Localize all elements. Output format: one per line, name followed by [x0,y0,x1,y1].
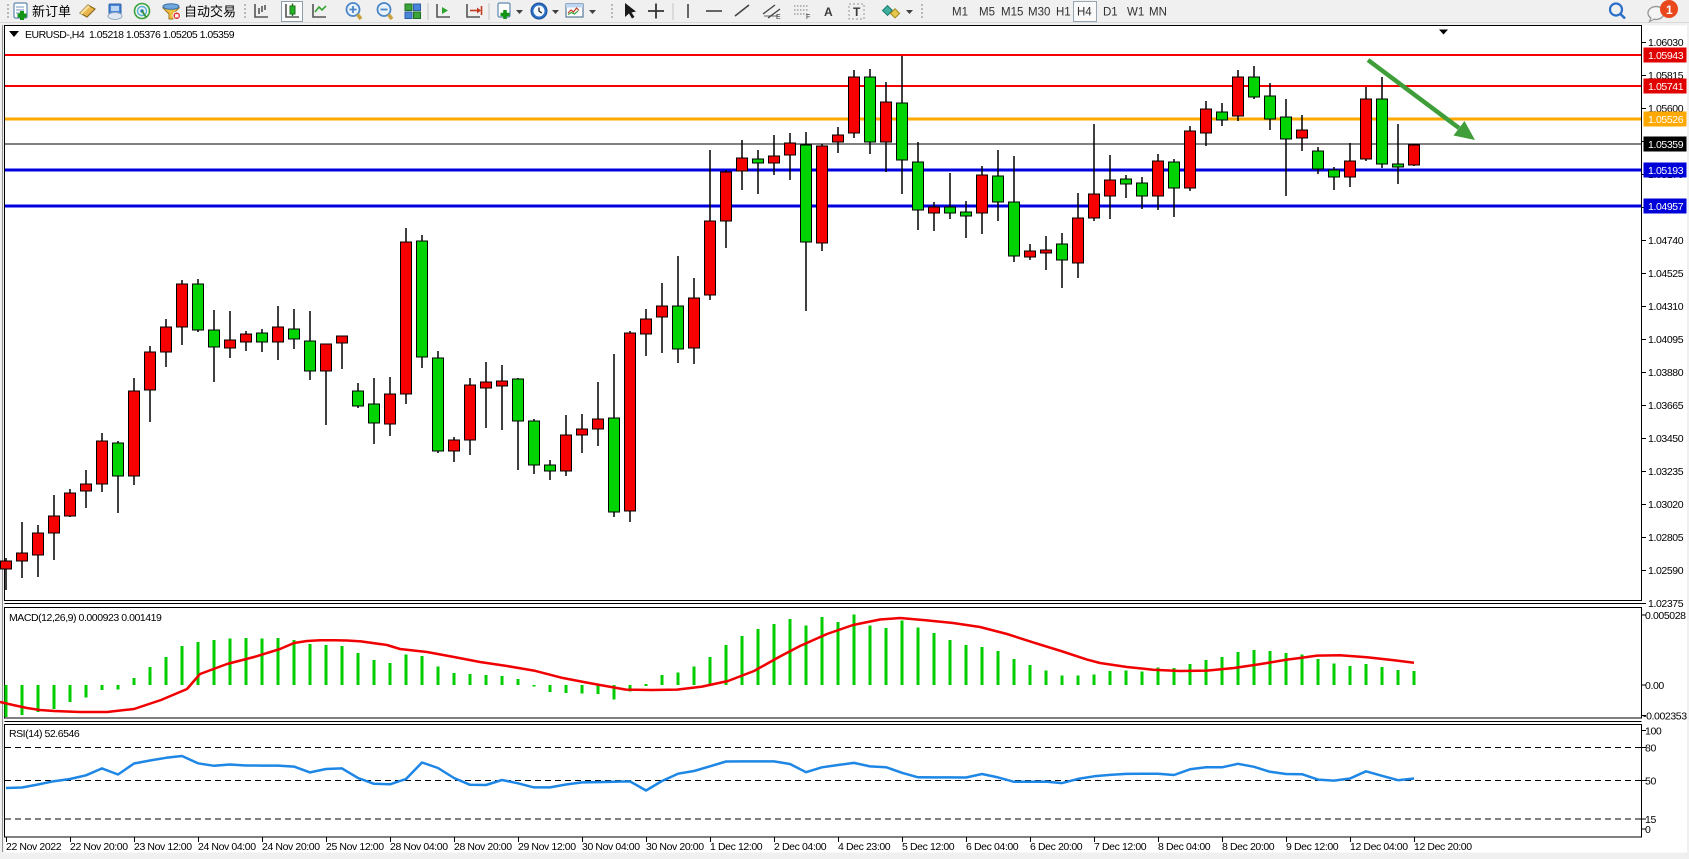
svg-text:1.03450: 1.03450 [1648,433,1684,445]
svg-text:M1: M1 [952,7,968,19]
svg-text:7 Dec 12:00: 7 Dec 12:00 [1094,841,1147,853]
svg-text:28 Nov 04:00: 28 Nov 04:00 [390,841,448,853]
svg-text:MACD(12,26,9) 0.000923 0.00141: MACD(12,26,9) 0.000923 0.001419 [9,612,162,624]
svg-text:1.06030: 1.06030 [1648,37,1684,49]
svg-text:H4: H4 [1077,7,1092,19]
svg-text:1.03020: 1.03020 [1648,499,1684,511]
svg-text:1.03665: 1.03665 [1648,400,1684,412]
svg-text:50: 50 [1645,776,1656,788]
svg-text:2 Dec 04:00: 2 Dec 04:00 [774,841,827,853]
svg-text:1 Dec 12:00: 1 Dec 12:00 [710,841,763,853]
svg-text:0: 0 [1645,824,1651,836]
svg-text:1.04525: 1.04525 [1648,268,1684,280]
svg-text:1.04957: 1.04957 [1648,201,1684,213]
svg-text:4 Dec 23:00: 4 Dec 23:00 [838,841,891,853]
svg-text:8 Dec 04:00: 8 Dec 04:00 [1158,841,1211,853]
svg-text:EURUSD-,H4 1.05218 1.05376 1.: EURUSD-,H4 1.05218 1.05376 1.05205 1.053… [25,29,235,41]
svg-text:1.05193: 1.05193 [1648,165,1684,177]
svg-text:M30: M30 [1028,7,1050,19]
svg-text:5 Dec 12:00: 5 Dec 12:00 [902,841,955,853]
svg-text:29 Nov 12:00: 29 Nov 12:00 [518,841,576,853]
svg-text:28 Nov 20:00: 28 Nov 20:00 [454,841,512,853]
svg-text:M15: M15 [1001,7,1023,19]
svg-text:25 Nov 12:00: 25 Nov 12:00 [326,841,384,853]
svg-text:F: F [806,14,810,21]
svg-text:W1: W1 [1127,7,1144,19]
svg-text:80: 80 [1645,743,1656,755]
svg-text:24 Nov 04:00: 24 Nov 04:00 [198,841,256,853]
svg-text:1.05943: 1.05943 [1648,50,1684,62]
svg-text:100: 100 [1645,726,1662,738]
svg-text:-0.002353: -0.002353 [1643,711,1687,723]
svg-text:RSI(14) 52.6546: RSI(14) 52.6546 [9,728,80,740]
svg-text:12 Dec 04:00: 12 Dec 04:00 [1350,841,1408,853]
svg-text:E: E [776,14,781,21]
svg-text:H1: H1 [1056,7,1071,19]
svg-text:0.00: 0.00 [1645,680,1664,692]
svg-text:MN: MN [1149,7,1167,19]
svg-text:D1: D1 [1103,7,1118,19]
svg-text:1.05359: 1.05359 [1648,139,1684,151]
svg-text:自动交易: 自动交易 [184,4,236,19]
svg-text:1.05741: 1.05741 [1648,81,1684,93]
svg-text:1.05526: 1.05526 [1648,114,1684,126]
svg-text:1.02375: 1.02375 [1648,598,1684,610]
svg-text:1.04310: 1.04310 [1648,301,1684,313]
svg-text:15: 15 [1645,814,1656,826]
svg-text:1.02590: 1.02590 [1648,565,1684,577]
svg-text:12 Dec 20:00: 12 Dec 20:00 [1414,841,1472,853]
svg-text:1.02805: 1.02805 [1648,532,1684,544]
svg-text:T: T [853,5,861,19]
svg-text:23 Nov 12:00: 23 Nov 12:00 [134,841,192,853]
svg-text:6 Dec 20:00: 6 Dec 20:00 [1030,841,1083,853]
svg-text:A: A [824,5,833,19]
svg-text:1.03235: 1.03235 [1648,466,1684,478]
svg-text:1.04095: 1.04095 [1648,334,1684,346]
svg-text:8 Dec 20:00: 8 Dec 20:00 [1222,841,1275,853]
svg-text:30 Nov 20:00: 30 Nov 20:00 [646,841,704,853]
svg-text:9 Dec 12:00: 9 Dec 12:00 [1286,841,1339,853]
svg-text:1.04740: 1.04740 [1648,235,1684,247]
svg-text:24 Nov 20:00: 24 Nov 20:00 [262,841,320,853]
svg-text:M5: M5 [979,7,995,19]
svg-text:0.005028: 0.005028 [1645,610,1686,622]
svg-text:30 Nov 04:00: 30 Nov 04:00 [582,841,640,853]
svg-text:1.03880: 1.03880 [1648,367,1684,379]
svg-text:新订单: 新订单 [32,4,71,19]
svg-text:22 Nov 2022: 22 Nov 2022 [6,841,62,853]
svg-text:22 Nov 20:00: 22 Nov 20:00 [70,841,128,853]
svg-text:1: 1 [1666,3,1673,17]
svg-text:6 Dec 04:00: 6 Dec 04:00 [966,841,1019,853]
